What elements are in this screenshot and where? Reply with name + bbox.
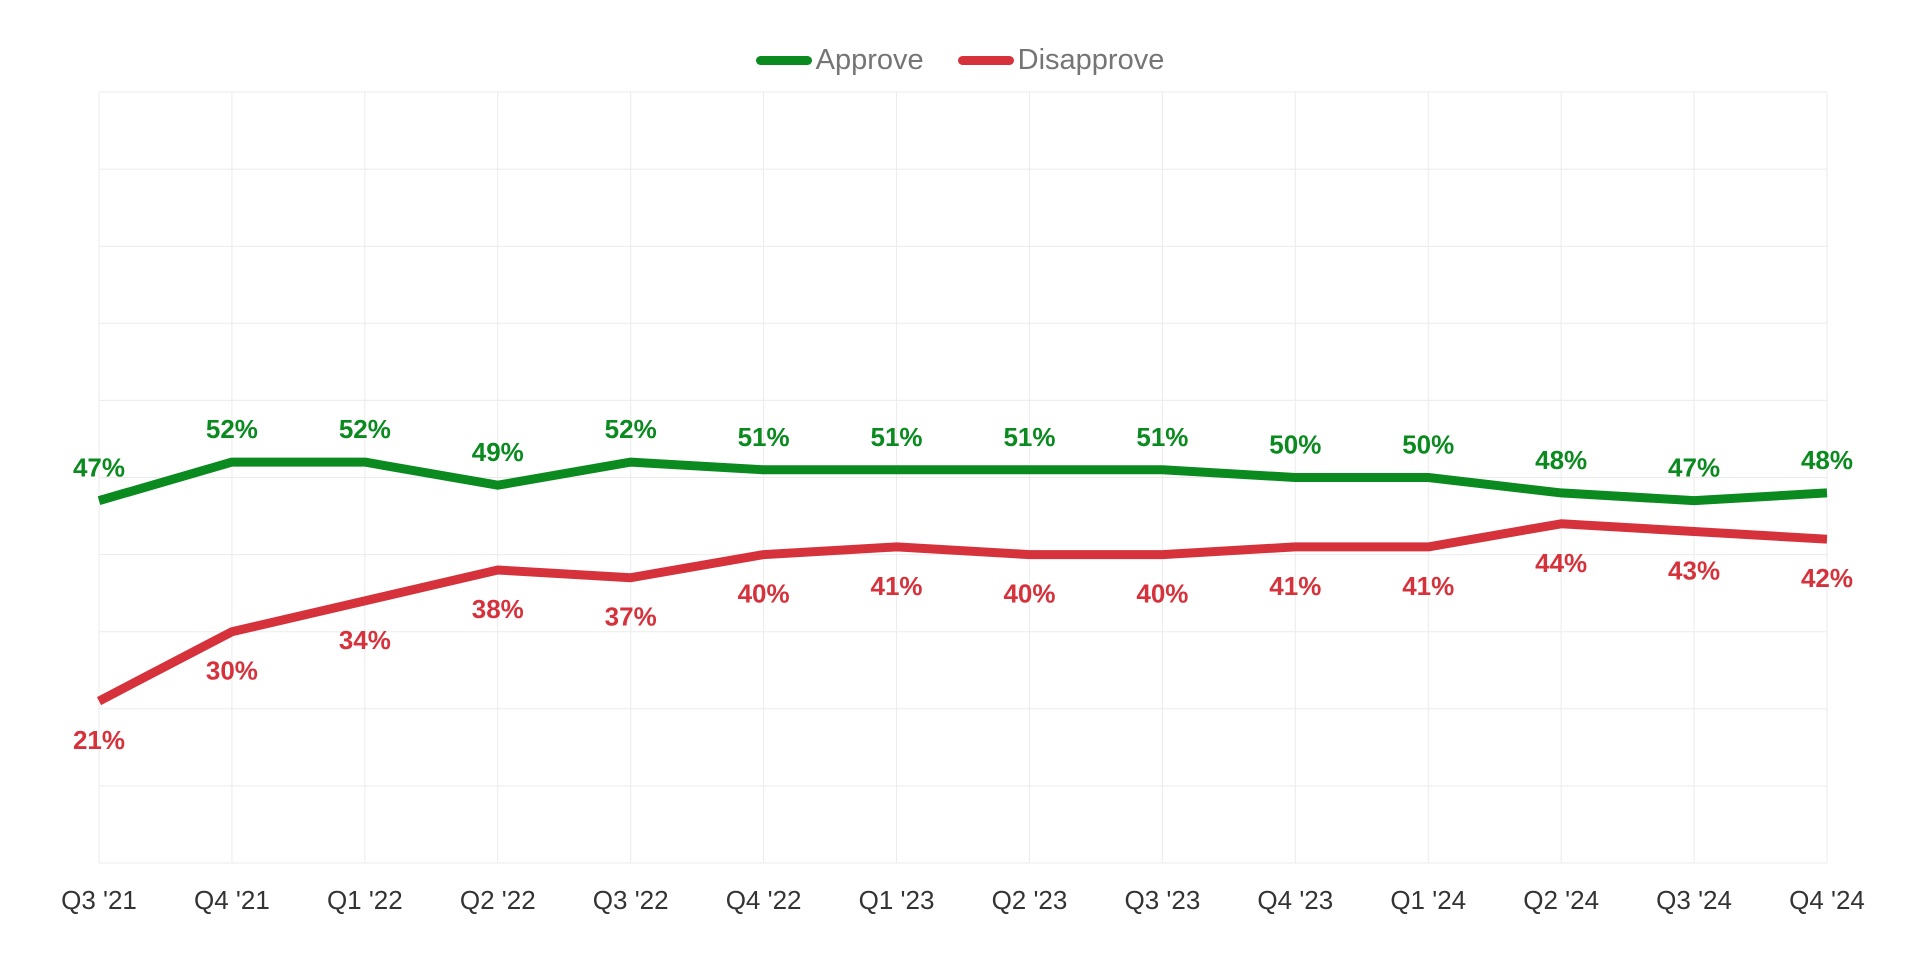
x-tick-label: Q4 '23	[1257, 885, 1333, 915]
data-label-disapprove: 37%	[605, 602, 657, 632]
data-label-disapprove: 41%	[1402, 571, 1454, 601]
x-tick-label: Q4 '24	[1789, 885, 1865, 915]
series-line-approve	[97, 457, 1828, 506]
chart-legend: Approve Disapprove	[0, 40, 1920, 80]
data-label-approve: 52%	[605, 414, 657, 444]
legend-swatch-disapprove	[957, 55, 1014, 65]
x-tick-label: Q1 '22	[327, 885, 403, 915]
x-tick-label: Q3 '23	[1124, 885, 1200, 915]
legend-item-approve: Approve	[755, 40, 924, 80]
x-tick-label: Q4 '22	[726, 885, 802, 915]
data-label-approve: 47%	[73, 453, 125, 483]
data-label-disapprove: 21%	[73, 725, 125, 755]
series-lines	[96, 457, 1828, 706]
grid	[98, 91, 1828, 864]
data-label-approve: 48%	[1535, 445, 1587, 475]
data-label-approve: 51%	[1003, 422, 1055, 452]
legend-item-disapprove: Disapprove	[957, 40, 1165, 80]
data-label-approve: 50%	[1269, 430, 1321, 460]
series-line-disapprove	[96, 519, 1828, 706]
data-label-approve: 48%	[1801, 445, 1853, 475]
x-tick-label: Q3 '21	[61, 885, 137, 915]
data-label-disapprove: 34%	[339, 625, 391, 655]
legend-label-approve: Approve	[815, 44, 924, 76]
x-tick-label: Q3 '24	[1656, 885, 1732, 915]
x-tick-label: Q2 '23	[992, 885, 1068, 915]
data-label-approve: 51%	[1136, 422, 1188, 452]
data-label-disapprove: 38%	[472, 594, 524, 624]
data-label-disapprove: 43%	[1668, 555, 1720, 585]
x-tick-label: Q3 '22	[593, 885, 669, 915]
x-axis-ticks: Q3 '21 Q4 '21 Q1 '22 Q2 '22 Q3 '22 Q4 '22 Q1 '…	[61, 885, 1865, 915]
legend-label-disapprove: Disapprove	[1017, 44, 1165, 76]
data-label-approve: 51%	[871, 422, 923, 452]
data-label-disapprove: 41%	[871, 571, 923, 601]
data-label-disapprove: 40%	[738, 579, 790, 609]
x-tick-label: Q4 '21	[194, 885, 270, 915]
data-label-disapprove: 42%	[1801, 563, 1853, 593]
x-tick-label: Q2 '24	[1523, 885, 1599, 915]
data-label-disapprove: 40%	[1003, 579, 1055, 609]
x-tick-label: Q1 '24	[1390, 885, 1466, 915]
data-label-approve: 52%	[206, 414, 258, 444]
data-label-disapprove: 44%	[1535, 548, 1587, 578]
data-label-disapprove: 40%	[1136, 579, 1188, 609]
data-label-approve: 50%	[1402, 430, 1454, 460]
data-label-disapprove: 41%	[1269, 571, 1321, 601]
data-label-approve: 52%	[339, 414, 391, 444]
data-labels: 47% 52% 52% 49% 52% 51% 51% 51% 51% 50% 50% 48% 47% 4…	[73, 414, 1853, 755]
data-label-approve: 49%	[472, 437, 524, 467]
data-label-approve: 47%	[1668, 453, 1720, 483]
legend-swatch-approve	[755, 55, 812, 65]
data-label-approve: 51%	[738, 422, 790, 452]
x-tick-label: Q2 '22	[460, 885, 536, 915]
x-tick-label: Q1 '23	[859, 885, 935, 915]
data-label-disapprove: 30%	[206, 656, 258, 686]
